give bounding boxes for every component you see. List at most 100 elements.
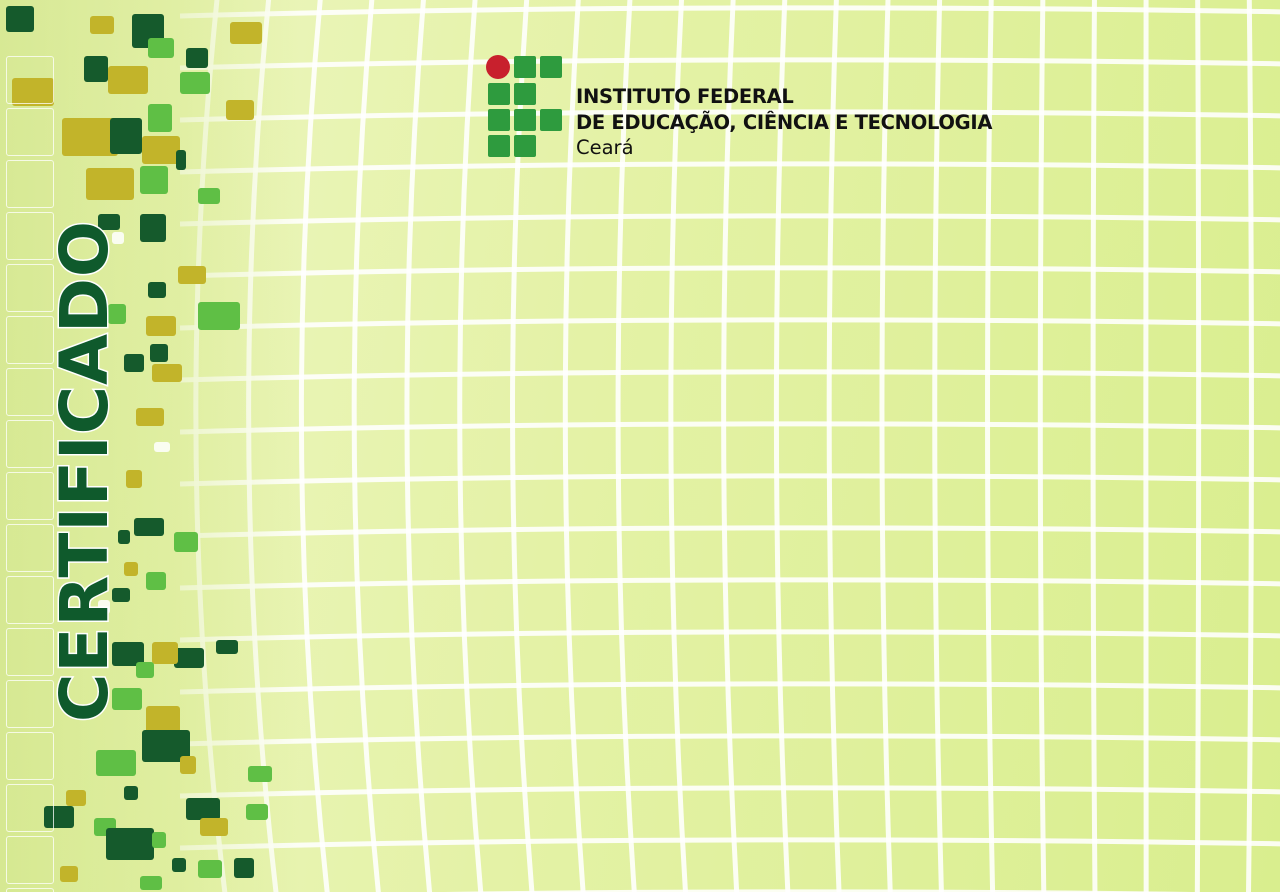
mosaic-tile [198, 302, 240, 330]
mosaic-tile [146, 316, 176, 336]
logo-square [488, 135, 510, 157]
mosaic-outline-tile [6, 472, 54, 520]
mosaic-outline-tile [6, 108, 54, 156]
grid-line [668, 0, 688, 892]
mosaic-tile [108, 66, 148, 94]
grid-line [1246, 0, 1254, 892]
mosaic-tile [216, 640, 238, 654]
mosaic-outline-tile [6, 264, 54, 312]
mosaic-outline-tile [6, 784, 54, 832]
mosaic-tile [118, 530, 130, 544]
grid-line [615, 0, 637, 892]
grid-line [404, 0, 433, 892]
mosaic-tile [124, 562, 138, 576]
mosaic-tile [6, 6, 34, 32]
mosaic-outline-tile [6, 576, 54, 624]
mosaic-tile [186, 798, 220, 820]
mosaic-tile [112, 588, 130, 602]
mosaic-tile [226, 100, 254, 120]
grid-line [351, 0, 381, 892]
grid-line [562, 0, 586, 892]
grid-line [179, 369, 1280, 383]
grid-line [179, 109, 1280, 123]
grid-line [298, 0, 330, 892]
mosaic-tile [108, 304, 126, 324]
logo-square [540, 109, 562, 131]
mosaic-tile [172, 858, 186, 872]
logo-square [488, 109, 510, 131]
mosaic-tile [146, 706, 180, 734]
mosaic-tile [98, 600, 110, 614]
mosaic-tile [84, 56, 108, 82]
mosaic-tile [150, 344, 168, 362]
mosaic-tile [96, 750, 136, 776]
logo-square [514, 83, 536, 105]
mosaic-tile [140, 214, 166, 242]
mosaic-tile [178, 266, 206, 284]
mosaic-outline-tile [6, 836, 54, 884]
mosaic-tile [174, 648, 204, 668]
institution-campus: Ceará [576, 136, 634, 159]
grid-line [179, 733, 1280, 747]
mosaic-tile [174, 532, 198, 552]
grid-line [179, 265, 1280, 279]
grid-line [179, 577, 1280, 591]
mosaic-tile [200, 818, 228, 836]
grid-line [179, 681, 1280, 695]
mosaic-tile [146, 572, 166, 590]
mosaic-tile [98, 214, 120, 230]
mosaic-tile [180, 756, 196, 774]
mosaic-tile [12, 78, 54, 106]
grid-line [179, 161, 1280, 175]
mosaic-tile [246, 804, 268, 820]
logo-square [514, 109, 536, 131]
logo-square [488, 83, 510, 105]
mosaic-tile [112, 232, 124, 244]
grid-line [179, 213, 1280, 227]
mosaic-tile [86, 168, 134, 200]
mosaic-tile [62, 118, 118, 156]
logo-square [514, 56, 536, 78]
mosaic-tile [176, 150, 186, 170]
mosaic-tile [140, 166, 168, 194]
logo-square [540, 56, 562, 78]
mosaic-tile [248, 766, 272, 782]
mosaic-outline-tile [6, 56, 54, 104]
mosaic-tile [124, 786, 138, 800]
grid-line [1037, 0, 1047, 892]
mosaic-outline-tile [6, 732, 54, 780]
mosaic-tile [126, 470, 142, 488]
logo-square [514, 135, 536, 157]
grid-line [179, 421, 1280, 435]
mosaic-outline-tile [6, 160, 54, 208]
certificate-title: CERTIFICADO [45, 218, 125, 723]
institution-logo [486, 55, 566, 159]
mosaic-tile [106, 828, 154, 860]
mosaic-tile [90, 16, 114, 34]
mosaic-tile [186, 48, 208, 68]
grid-line [721, 0, 740, 892]
mosaic-outline-tile [6, 888, 54, 892]
mosaic-outline-tile [6, 212, 54, 260]
mosaic-tile [66, 790, 86, 806]
mosaic-tile [140, 876, 162, 890]
mosaic-tile [110, 118, 142, 154]
mosaic-outline-tile [6, 368, 54, 416]
mosaic-tile [152, 364, 182, 382]
mosaic-tile [198, 860, 222, 878]
mosaic-tile [112, 688, 142, 710]
grid-line [773, 0, 791, 892]
grid-line [1194, 0, 1202, 892]
grid-line [826, 0, 842, 892]
mosaic-outline-tile [6, 628, 54, 676]
mosaic-tile [154, 442, 170, 452]
grid-line [179, 473, 1280, 487]
institution-name: INSTITUTO FEDERAL DE EDUCAÇÃO, CIÊNCIA E… [576, 84, 992, 160]
mosaic-tile [148, 282, 166, 298]
mosaic-outline-tile [6, 680, 54, 728]
logo-red-circle [486, 55, 510, 79]
grid-line [985, 0, 996, 892]
grid-line [179, 57, 1280, 71]
